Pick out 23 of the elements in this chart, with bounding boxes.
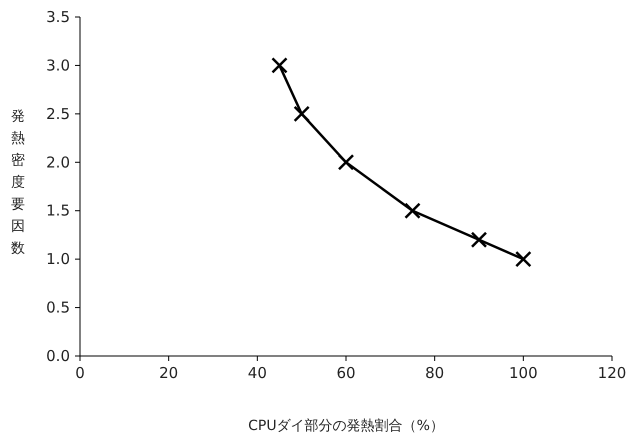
point xyxy=(293,106,310,122)
point xyxy=(515,250,532,268)
y-tick-label: 3.0 xyxy=(46,56,70,74)
y-tick-label: 3.5 xyxy=(46,8,70,26)
x-tick-label: 20 xyxy=(159,364,178,382)
y-tick-label: 1.0 xyxy=(46,250,70,268)
x-tick-label: 0 xyxy=(75,364,85,382)
x-axis-title: CPUダイ部分の発熱割合（%） xyxy=(248,418,444,434)
y-tick-label: 1.5 xyxy=(46,202,70,220)
point xyxy=(271,57,288,74)
x-tick-label: 100 xyxy=(509,364,538,382)
y-tick-label: 0.5 xyxy=(46,298,70,317)
y-tick-label: 2.0 xyxy=(46,153,70,172)
x-tick-label: 120 xyxy=(598,364,626,382)
x-tick-label: 80 xyxy=(425,364,444,382)
y-tick-label: 2.5 xyxy=(46,104,70,123)
point xyxy=(404,202,421,219)
y-tick-label: 0.0 xyxy=(46,347,70,365)
point xyxy=(470,232,488,248)
x-tick-label: 40 xyxy=(248,364,267,382)
x-tick-label: 60 xyxy=(336,364,356,382)
y-axis-title: 発熱密度要因数 xyxy=(11,108,25,256)
point xyxy=(338,154,354,171)
